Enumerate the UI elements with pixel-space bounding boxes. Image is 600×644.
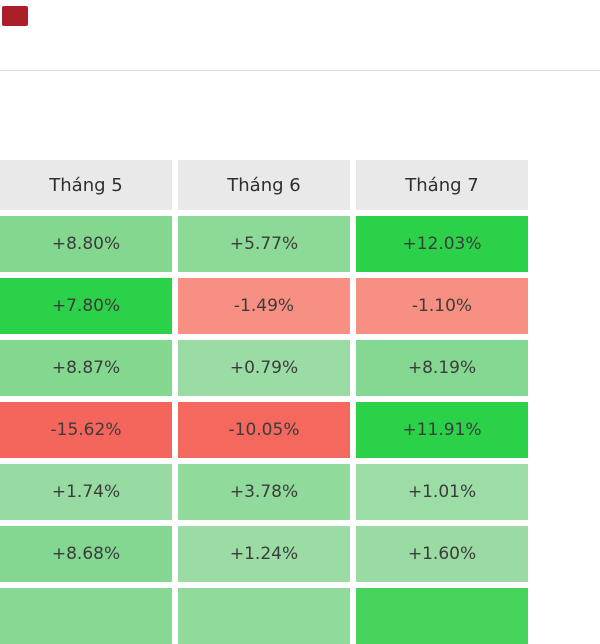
heatmap-cell: +7.80% bbox=[0, 278, 172, 334]
heatmap-cell: +12.03% bbox=[356, 216, 528, 272]
header-divider bbox=[0, 70, 600, 71]
heatmap-cell: +8.68% bbox=[0, 526, 172, 582]
heatmap-cell bbox=[356, 588, 528, 644]
header-row: Tháng 5 Tháng 6 Tháng 7 bbox=[0, 160, 528, 210]
table-row: -15.62% -10.05% +11.91% bbox=[0, 402, 528, 458]
monthly-returns-heatmap: Tháng 5 Tháng 6 Tháng 7 +8.80% +5.77% +1… bbox=[0, 160, 528, 644]
heatmap-cell: +0.79% bbox=[178, 340, 350, 396]
page: { "page": { "logo_color": "#ab2028", "di… bbox=[0, 6, 600, 644]
table-row: +1.74% +3.78% +1.01% bbox=[0, 464, 528, 520]
heatmap-cell: -10.05% bbox=[178, 402, 350, 458]
heatmap-cell: +1.74% bbox=[0, 464, 172, 520]
heatmap-cell: +5.77% bbox=[178, 216, 350, 272]
logo-fragment bbox=[2, 6, 28, 26]
heatmap-cell: +8.87% bbox=[0, 340, 172, 396]
heatmap-cell: +8.19% bbox=[356, 340, 528, 396]
heatmap-cell: +1.01% bbox=[356, 464, 528, 520]
heatmap-cell bbox=[178, 588, 350, 644]
table-row-partial bbox=[0, 588, 528, 644]
heatmap-cell: +1.60% bbox=[356, 526, 528, 582]
heatmap-cell bbox=[0, 588, 172, 644]
heatmap-cell: -15.62% bbox=[0, 402, 172, 458]
heatmap-cell: +8.80% bbox=[0, 216, 172, 272]
heatmap-cell: -1.49% bbox=[178, 278, 350, 334]
heatmap-cell: -1.10% bbox=[356, 278, 528, 334]
heatmap-cell: +3.78% bbox=[178, 464, 350, 520]
heatmap-cell: +11.91% bbox=[356, 402, 528, 458]
heatmap-cell: +1.24% bbox=[178, 526, 350, 582]
table-row: +8.87% +0.79% +8.19% bbox=[0, 340, 528, 396]
table-row: +8.80% +5.77% +12.03% bbox=[0, 216, 528, 272]
table-row: +8.68% +1.24% +1.60% bbox=[0, 526, 528, 582]
table-row: +7.80% -1.49% -1.10% bbox=[0, 278, 528, 334]
column-header-month-5: Tháng 5 bbox=[0, 160, 172, 210]
column-header-month-7: Tháng 7 bbox=[356, 160, 528, 210]
column-header-month-6: Tháng 6 bbox=[178, 160, 350, 210]
